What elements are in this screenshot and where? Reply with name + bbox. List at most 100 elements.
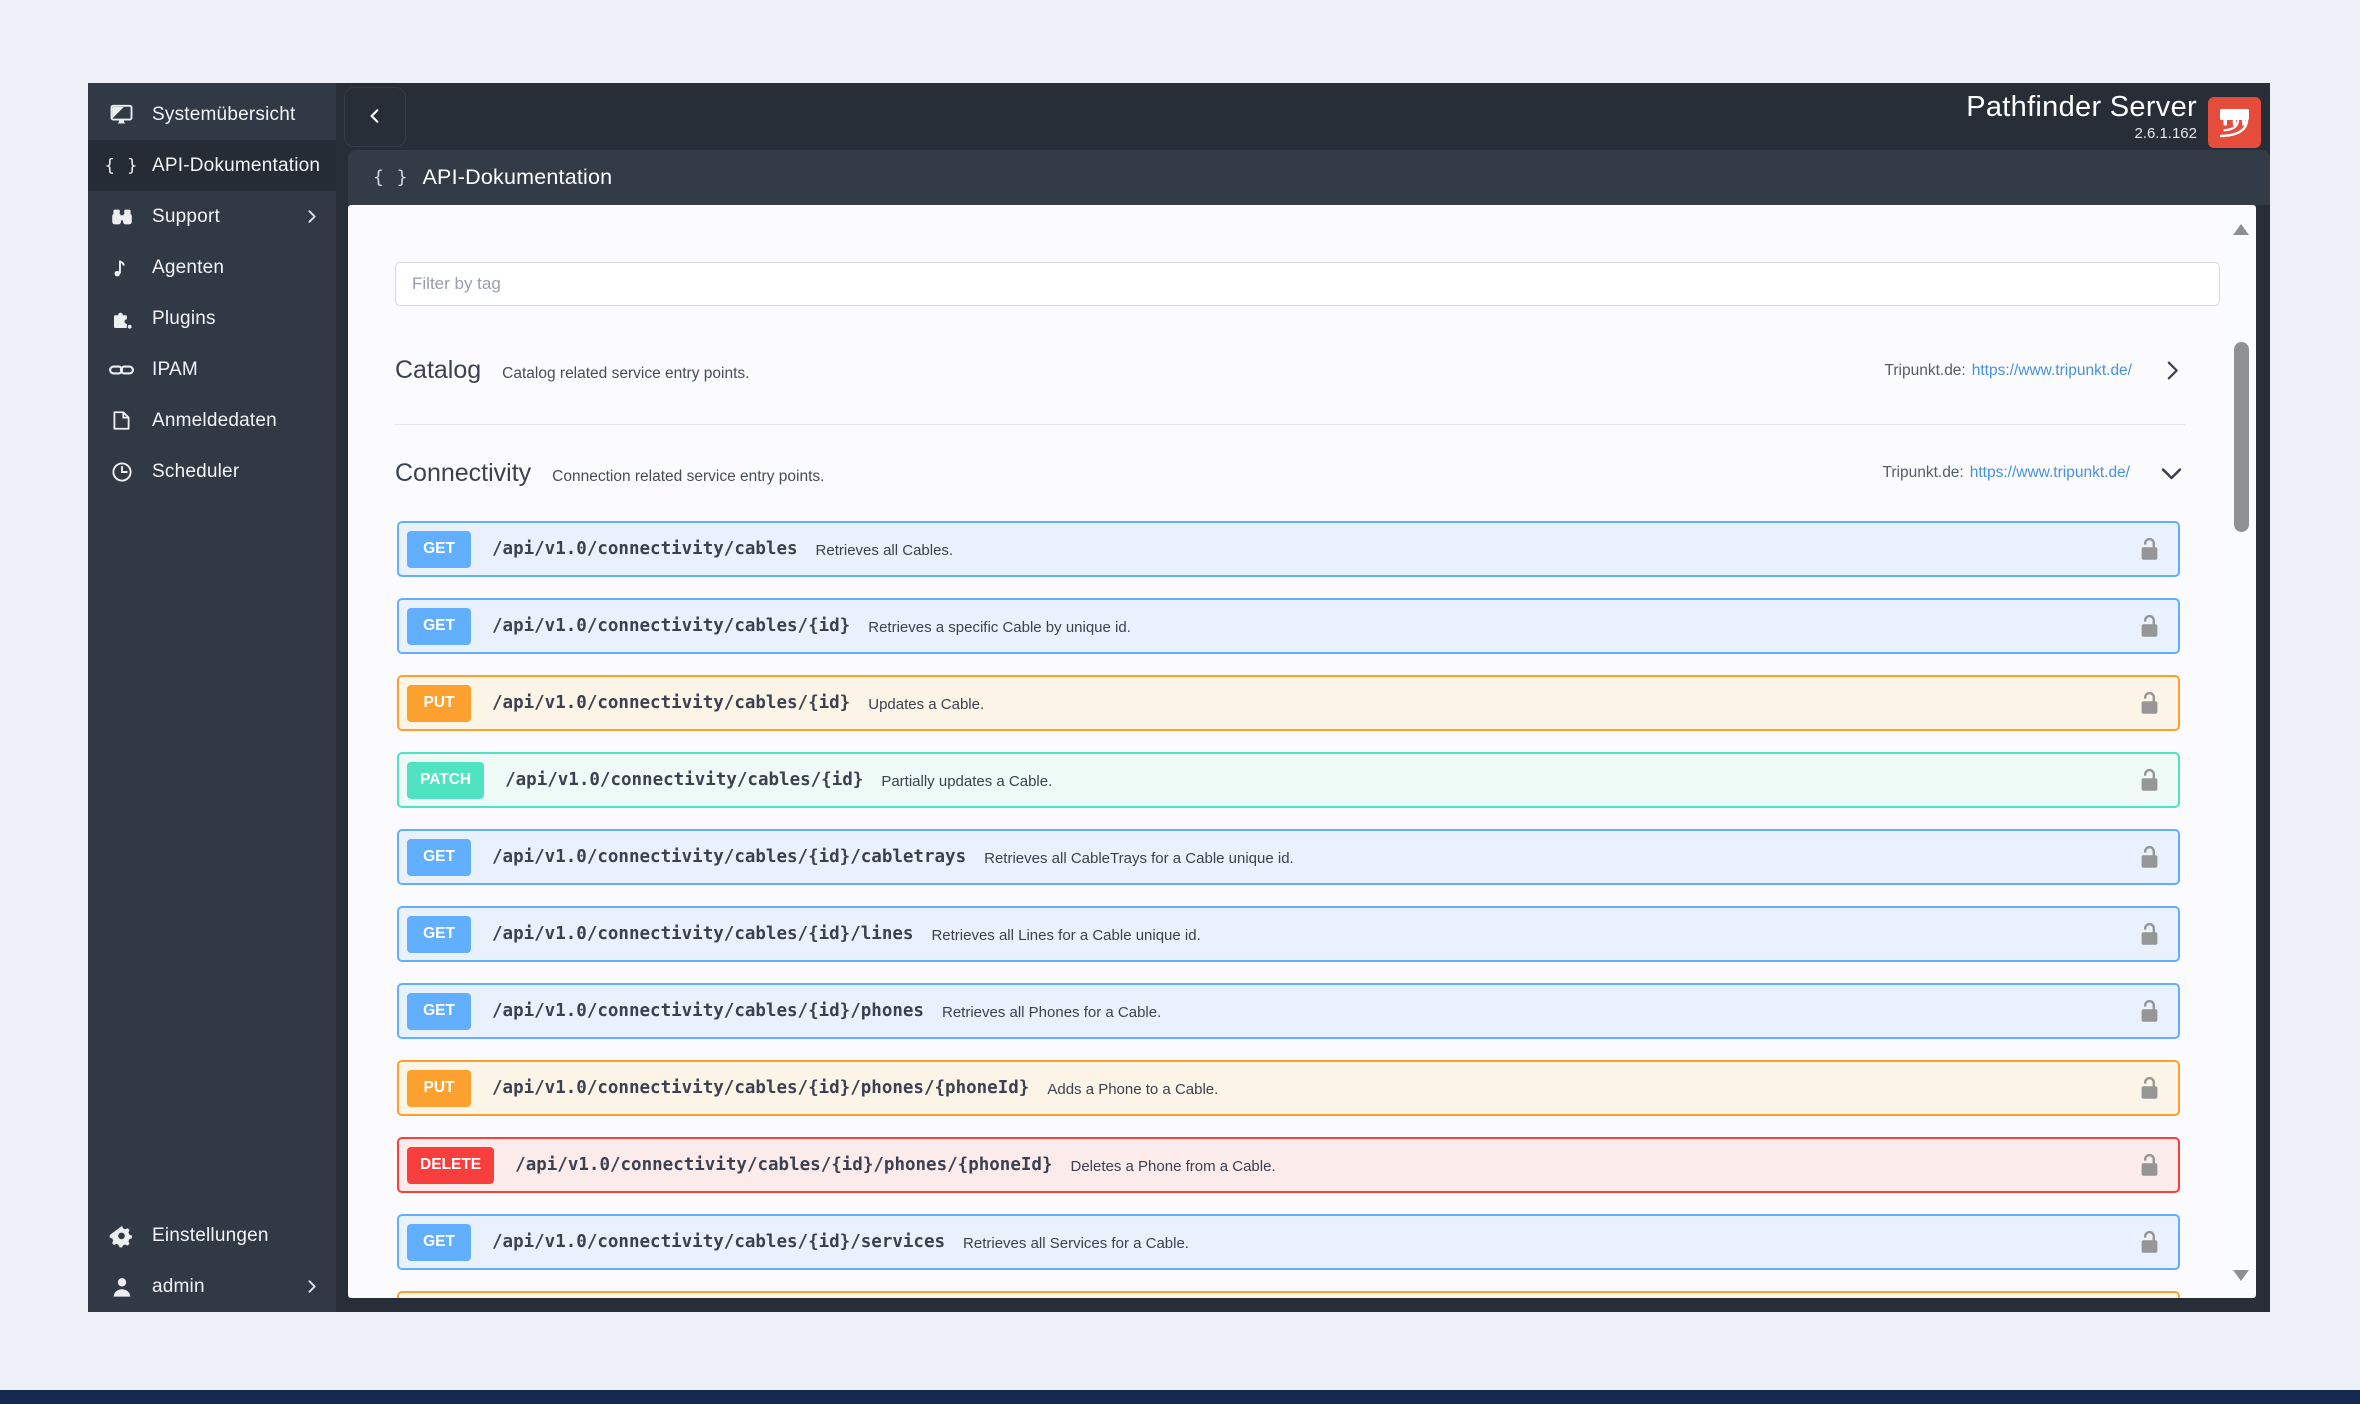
content-panel: Catalog Catalog related service entry po… (348, 205, 2256, 1298)
section-description: Connection related service entry points. (552, 467, 825, 485)
user-icon (108, 1273, 135, 1300)
lock-open-icon[interactable] (2139, 1229, 2160, 1255)
lock-open-icon[interactable] (2139, 690, 2160, 716)
lock-open-icon[interactable] (2139, 536, 2160, 562)
sidebar-item-label: Plugins (152, 307, 216, 329)
lock-open-icon[interactable] (2139, 613, 2160, 639)
endpoint-path: /api/v1.0/connectivity/cables/{id} (492, 616, 851, 636)
endpoint-row[interactable]: GET /api/v1.0/connectivity/cables/{id}/s… (397, 1214, 2180, 1270)
section-header-connectivity[interactable]: Connectivity Connection related service … (395, 425, 2185, 521)
section-right: Tripunkt.de: https://www.tripunkt.de/ (1882, 460, 2185, 487)
endpoint-description: Retrieves a specific Cable by unique id. (868, 618, 1131, 636)
chevron-right-icon (2160, 358, 2185, 383)
method-badge: GET (407, 992, 471, 1030)
binoculars-icon (108, 203, 135, 230)
sidebar-item-label: admin (152, 1275, 205, 1297)
endpoint-description: Deletes a Phone from a Cable. (1070, 1157, 1276, 1175)
scrollbar-thumb[interactable] (2234, 342, 2249, 532)
external-doc-link[interactable]: https://www.tripunkt.de/ (1969, 464, 2130, 481)
sidebar: Systemübersicht { } API-Dokumentation Su… (88, 83, 336, 1312)
lock-open-icon[interactable] (2139, 921, 2160, 947)
method-badge: PATCH (407, 761, 485, 799)
app-title: Pathfinder Server (1966, 91, 2197, 123)
agent-note-icon (108, 254, 135, 281)
endpoint-row[interactable]: PUT /api/v1.0/connectivity/cables/{id} U… (397, 675, 2180, 731)
endpoint-row[interactable]: GET /api/v1.0/connectivity/cables/{id}/c… (397, 829, 2180, 885)
sidebar-item-label: Agenten (152, 256, 225, 278)
sidebar-spacer (88, 497, 336, 1210)
sidebar-item-label: Scheduler (152, 460, 240, 482)
sidebar-bottom: Einstellungen admin (88, 1210, 336, 1312)
page-titlebar: { } API-Dokumentation (348, 150, 2270, 205)
filter-input[interactable] (395, 262, 2220, 306)
endpoint-path: /api/v1.0/connectivity/cables/{id}/phone… (492, 1078, 1030, 1098)
endpoint-row[interactable]: GET /api/v1.0/connectivity/cables/{id} R… (397, 598, 2180, 654)
lock-open-icon[interactable] (2139, 998, 2160, 1024)
sidebar-item-admin[interactable]: admin (88, 1261, 336, 1312)
endpoint-path: /api/v1.0/connectivity/cables/{id}/servi… (492, 1232, 946, 1252)
sidebar-item-agenten[interactable]: Agenten (88, 242, 336, 293)
endpoint-row[interactable]: GET /api/v1.0/connectivity/cables/{id}/p… (397, 983, 2180, 1039)
sidebar-item-support[interactable]: Support (88, 191, 336, 242)
sidebar-item-scheduler[interactable]: Scheduler (88, 446, 336, 497)
puzzle-icon (108, 305, 135, 332)
endpoint-description: Retrieves all Services for a Cable. (963, 1234, 1189, 1252)
sidebar-item-ipam[interactable]: IPAM (88, 344, 336, 395)
method-badge: PUT (407, 684, 471, 722)
section-right: Tripunkt.de: https://www.tripunkt.de/ (1884, 358, 2185, 383)
endpoint-description: Retrieves all CableTrays for a Cable uni… (984, 849, 1294, 867)
sidebar-item-einstellungen[interactable]: Einstellungen (88, 1210, 336, 1261)
endpoint-path: /api/v1.0/connectivity/cables/{id} (505, 770, 864, 790)
sidebar-item-label: IPAM (152, 358, 198, 380)
sidebar-item-plugins[interactable]: Plugins (88, 293, 336, 344)
endpoint-row[interactable]: GET /api/v1.0/connectivity/cables Retrie… (397, 521, 2180, 577)
method-badge: DELETE (407, 1146, 495, 1184)
file-icon (108, 407, 135, 434)
endpoint-path: /api/v1.0/connectivity/cables/{id}/cable… (492, 847, 967, 867)
method-badge: GET (407, 915, 471, 953)
scroll-down-arrow-icon[interactable] (2233, 1270, 2249, 1281)
sidebar-item-label: API-Dokumentation (152, 154, 321, 176)
endpoint-row[interactable]: DELETE /api/v1.0/connectivity/cables/{id… (397, 1137, 2180, 1193)
lock-open-icon[interactable] (2139, 844, 2160, 870)
section-header-catalog[interactable]: Catalog Catalog related service entry po… (395, 317, 2185, 425)
link-icon (108, 356, 135, 383)
endpoint-description: Retrieves all Cables. (815, 541, 954, 559)
scroll-up-arrow-icon[interactable] (2233, 224, 2249, 235)
app-window: Systemübersicht { } API-Dokumentation Su… (88, 83, 2270, 1312)
method-badge: GET (407, 530, 471, 568)
endpoint-path: /api/v1.0/connectivity/cables/{id} (492, 693, 851, 713)
sidebar-item-label: Einstellungen (152, 1224, 269, 1246)
sidebar-nav: Systemübersicht { } API-Dokumentation Su… (88, 89, 336, 497)
lock-open-icon[interactable] (2139, 1152, 2160, 1178)
endpoint-row[interactable]: PUT /api/v1.0/connectivity/cables/{id}/p… (397, 1060, 2180, 1116)
sidebar-item-api-dokumentation[interactable]: { } API-Dokumentation (88, 140, 336, 191)
endpoint-path: /api/v1.0/connectivity/cables/{id}/lines (492, 924, 914, 944)
sidebar-item-system-bersicht[interactable]: Systemübersicht (88, 89, 336, 140)
endpoint-path: /api/v1.0/connectivity/cables (492, 539, 798, 559)
method-badge: GET (407, 838, 471, 876)
endpoint-row[interactable]: GET /api/v1.0/connectivity/cables/{id}/l… (397, 906, 2180, 962)
endpoint-description: Partially updates a Cable. (881, 772, 1053, 790)
method-badge: GET (407, 1223, 471, 1261)
lock-open-icon[interactable] (2139, 1075, 2160, 1101)
gear-icon (108, 1222, 135, 1249)
chevron-right-icon (303, 1278, 320, 1295)
sidebar-item-label: Systemübersicht (152, 103, 296, 125)
endpoint-row[interactable]: PUT (397, 1291, 2180, 1298)
lock-open-icon[interactable] (2139, 767, 2160, 793)
chevron-left-icon (366, 107, 384, 128)
method-badge: PUT (407, 1069, 471, 1107)
endpoint-list: GET /api/v1.0/connectivity/cables Retrie… (397, 521, 2180, 1298)
section-description: Catalog related service entry points. (502, 365, 750, 382)
endpoint-row[interactable]: PATCH /api/v1.0/connectivity/cables/{id}… (397, 752, 2180, 808)
sidebar-collapse-button[interactable] (344, 87, 406, 147)
section-title: Catalog (395, 356, 482, 384)
chevron-right-icon (303, 208, 320, 225)
monitor-icon (108, 101, 135, 128)
external-doc-link[interactable]: https://www.tripunkt.de/ (1971, 361, 2132, 379)
app-logo-icon[interactable] (2208, 97, 2261, 148)
sidebar-item-anmeldedaten[interactable]: Anmeldedaten (88, 395, 336, 446)
chevron-down-icon (2158, 460, 2185, 487)
top-header: Pathfinder Server 2.6.1.162 (336, 83, 2270, 150)
